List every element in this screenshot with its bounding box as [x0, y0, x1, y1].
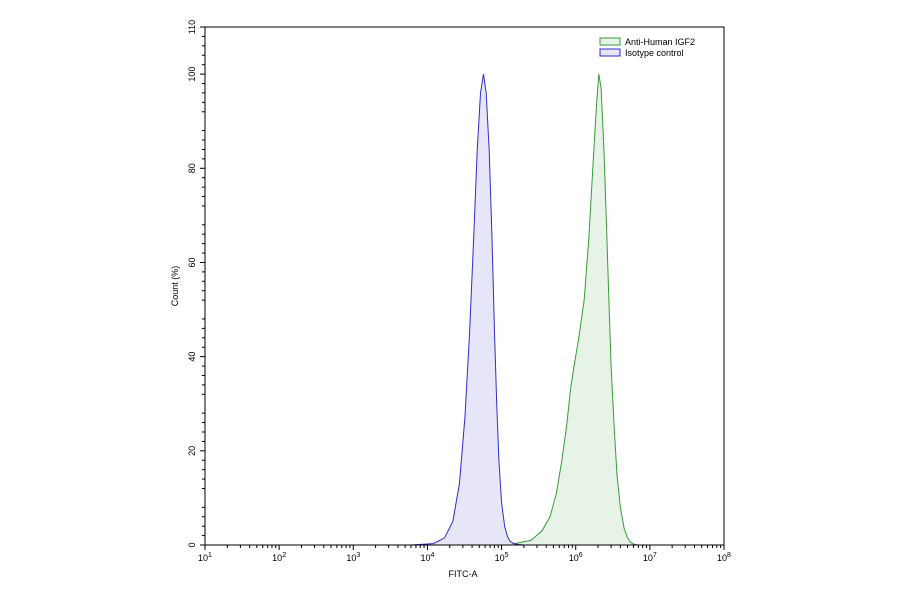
- series-line-0: [205, 74, 724, 546]
- y-axis-title: Count (%): [170, 266, 180, 307]
- legend-swatch-1: [599, 48, 621, 57]
- x-axis: 101 102 103 104 105 106 107 108: [198, 545, 731, 563]
- x-tick-label: 105: [495, 552, 509, 563]
- y-tick-label: 80: [187, 163, 197, 173]
- x-tick-label: 107: [643, 552, 657, 563]
- x-tick-label: 104: [420, 552, 434, 563]
- y-tick-label: 20: [187, 446, 197, 456]
- y-tick-label: 110: [187, 20, 197, 34]
- y-tick-label: 40: [187, 352, 197, 362]
- legend-label-0: Anti-Human IGF2: [625, 37, 695, 47]
- plot-frame: [204, 26, 725, 546]
- series-fill-0: [205, 74, 724, 545]
- y-tick-label: 60: [187, 257, 197, 267]
- x-tick-label: 108: [717, 552, 731, 563]
- series-layer: [205, 74, 724, 546]
- legend-label-1: Isotype control: [625, 48, 684, 58]
- x-tick-label: 101: [198, 552, 212, 563]
- series-line-1: [205, 74, 724, 546]
- x-axis-title: FITC-A: [449, 569, 478, 579]
- legend-swatch-0: [599, 37, 621, 46]
- series-fill-1: [205, 74, 724, 545]
- x-tick-label: 106: [569, 552, 583, 563]
- x-tick-label: 103: [346, 552, 360, 563]
- y-tick-label: 100: [187, 67, 197, 82]
- x-tick-label: 102: [272, 552, 286, 563]
- y-tick-label: 0: [187, 542, 197, 547]
- y-axis: 0 20 40 60 80 100 110: [187, 20, 205, 548]
